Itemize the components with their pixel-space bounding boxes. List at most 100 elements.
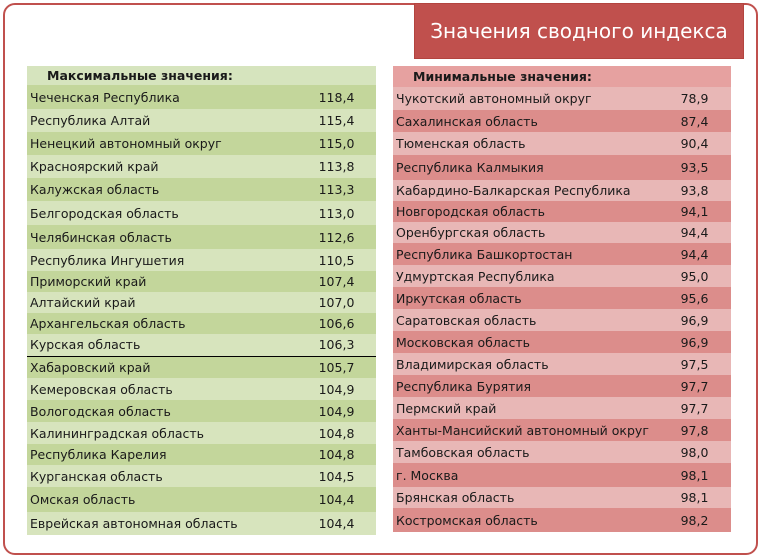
index-value: 94,1 [680,204,709,219]
index-value: 112,6 [318,229,355,245]
index-value: 104,4 [318,492,355,507]
index-value: 113,0 [318,205,355,221]
region-name: Чеченская Республика [30,89,180,105]
table-row: Ненецкий автономный округ 115,0 [27,132,377,155]
region-name: Белгородская область [30,205,179,221]
region-name: Хабаровский край [30,359,151,375]
region-name: Иркутская область [396,290,522,306]
region-name: Красноярский край [30,159,159,174]
index-value: 118,4 [318,89,355,105]
index-value: 104,9 [318,403,355,419]
slide-frame [3,3,758,555]
index-value: 96,9 [680,334,709,350]
min-table-header-row: Минимальные значения: [393,66,732,87]
region-name: Брянская область [396,490,515,505]
table-row: Республика Башкортостан 94,4 [393,243,732,265]
index-value: 104,8 [318,447,355,462]
index-value: 98,2 [680,512,709,528]
region-name: Тамбовская область [396,444,530,460]
index-value: 110,5 [318,252,355,268]
max-values-table: Максимальные значения: Чеченская Республ… [27,66,377,535]
index-value: 94,4 [680,246,709,262]
min-values-table: Минимальные значения: Чукотский автономн… [393,66,732,532]
table-row: Еврейская автономная область 104,4 [27,512,377,535]
table-row: г. Москва 98,1 [393,463,732,487]
region-name: Еврейская автономная область [30,516,238,531]
index-value: 115,4 [318,113,355,128]
index-value: 104,9 [318,381,355,397]
index-value: 115,0 [318,136,355,151]
region-name: Ненецкий автономный округ [30,136,222,151]
region-name: Калужская область [30,182,160,197]
index-value: 94,4 [680,225,709,240]
table-row: Саратовская область 96,9 [393,309,732,331]
index-value: 96,9 [680,312,709,328]
region-name: Кабардино-Балкарская Республика [396,183,631,198]
region-name: Удмуртская Республика [396,268,555,284]
table-row: Красноярский край 113,8 [27,155,377,178]
index-value: 106,6 [318,316,355,331]
table-row: Алтайский край 107,0 [27,292,377,313]
region-name: Алтайский край [30,295,136,310]
index-value: 104,8 [318,425,355,441]
index-value: 113,3 [318,182,355,197]
region-name: Омская область [30,492,136,507]
table-row: Республика Карелия 104,8 [27,444,377,465]
region-name: Калининградская область [30,425,205,441]
table-row: Челябинская область 112,6 [27,225,377,249]
table-row: Тюменская область 90,4 [393,132,732,155]
region-name: Костромская область [396,512,538,528]
region-name: Вологодская область [30,403,171,419]
index-value: 98,0 [680,444,709,460]
table-row: Калужская область 113,3 [27,178,377,201]
table-row: Брянская область 98,1 [393,487,732,508]
table-row: Приморский край 107,4 [27,271,377,292]
max-table-header-row: Максимальные значения: [27,66,377,85]
table-row: Вологодская область 104,9 [27,400,377,422]
table-row: Омская область 104,4 [27,487,377,512]
table-row: Республика Бурятия 97,7 [393,375,732,397]
table-row: Белгородская область 113,0 [27,201,377,225]
table-row: Сахалинская область 87,4 [393,110,732,132]
index-value: 104,5 [318,468,355,484]
table-row: Удмуртская Республика 95,0 [393,265,732,287]
region-name: Курская область [27,334,297,357]
index-value: 95,6 [680,290,709,306]
region-name: Новгородская область [396,204,545,219]
index-value: 90,4 [680,136,709,151]
table-row: Чеченская Республика 118,4 [27,85,377,109]
index-value: 107,0 [318,295,355,310]
table-row: Иркутская область 95,6 [393,287,732,309]
region-name: Московская область [396,334,530,350]
region-name: Республика Карелия [30,447,167,462]
index-value: 98,1 [680,467,709,483]
index-value: 97,7 [680,400,709,416]
region-name: Челябинская область [30,229,172,245]
slide-title-box: Значения сводного индекса [414,3,744,59]
table-row: Пермский край 97,7 [393,397,732,419]
min-table-header: Минимальные значения: [413,69,592,84]
table-row: Республика Калмыкия 93,5 [393,155,732,180]
max-table-header: Максимальные значения: [47,68,233,83]
slide-title: Значения сводного индекса [430,19,728,43]
table-row: Кемеровская область 104,9 [27,378,377,400]
table-row: Чукотский автономный округ 78,9 [393,87,732,110]
index-value: 97,8 [680,422,709,438]
index-value: 113,8 [318,159,355,174]
index-value: 98,1 [680,490,709,505]
region-name: Пермский край [396,400,497,416]
region-name: Архангельская область [30,316,186,331]
region-name: г. Москва [396,467,459,483]
table-row: Костромская область 98,2 [393,508,732,532]
region-name: Сахалинская область [396,113,538,129]
index-value: 106,3 [297,334,377,357]
index-value: 93,5 [680,160,709,175]
table-row: Калининградская область 104,8 [27,422,377,444]
table-row: Республика Алтай 115,4 [27,109,377,132]
index-value: 104,4 [318,516,355,531]
index-value: 87,4 [680,113,709,129]
table-row: Хабаровский край 105,7 [27,356,377,378]
table-row: Владимирская область 97,5 [393,353,732,375]
index-value: 93,8 [680,183,709,198]
index-value: 78,9 [680,91,709,106]
